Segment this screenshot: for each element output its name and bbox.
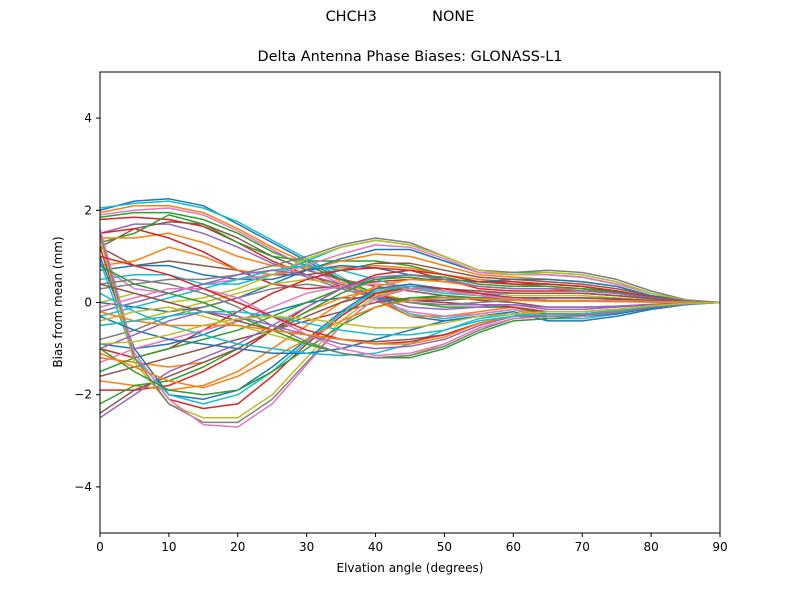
- series-line-s43: [100, 301, 720, 354]
- x-tick-label: 10: [161, 540, 176, 554]
- x-axis-ticks: 0 10 20 30 40 50 60 70 80 90: [96, 533, 728, 554]
- x-tick-label: 70: [575, 540, 590, 554]
- x-tick-label: 90: [712, 540, 727, 554]
- series-line-s47: [100, 278, 720, 359]
- series-line-s12: [100, 246, 720, 304]
- x-tick-label: 80: [643, 540, 658, 554]
- x-tick-label: 40: [368, 540, 383, 554]
- series-line-s17: [100, 237, 720, 304]
- x-tick-label: 60: [506, 540, 521, 554]
- y-axis-ticks: −4 −2 0 2 4: [74, 111, 100, 494]
- x-tick-label: 30: [299, 540, 314, 554]
- chart-title: Delta Antenna Phase Biases: GLONASS-L1: [257, 49, 563, 65]
- y-tick-label: −2: [74, 388, 92, 402]
- y-tick-label: 2: [84, 203, 92, 217]
- series-line-s54: [100, 301, 720, 345]
- y-tick-label: −4: [74, 480, 92, 494]
- x-tick-label: 20: [230, 540, 245, 554]
- series-line-s42: [100, 297, 720, 389]
- x-axis-label: Elvation angle (degrees): [336, 561, 484, 575]
- series-line-s40: [100, 228, 720, 428]
- y-axis-label: Bias from mean (mm): [51, 236, 65, 368]
- y-tick-label: 4: [84, 111, 92, 125]
- series-lines: [100, 198, 720, 428]
- series-line-s30: [100, 269, 720, 391]
- y-tick-label: 0: [84, 296, 92, 310]
- series-line-s33: [100, 274, 720, 419]
- series-line-s53: [100, 301, 720, 336]
- series-line-s18: [100, 239, 720, 304]
- figure-suptitle: CHCH3 NONE: [325, 9, 475, 25]
- series-line-s22: [100, 269, 720, 313]
- x-tick-label: 0: [96, 540, 104, 554]
- x-tick-label: 50: [437, 540, 452, 554]
